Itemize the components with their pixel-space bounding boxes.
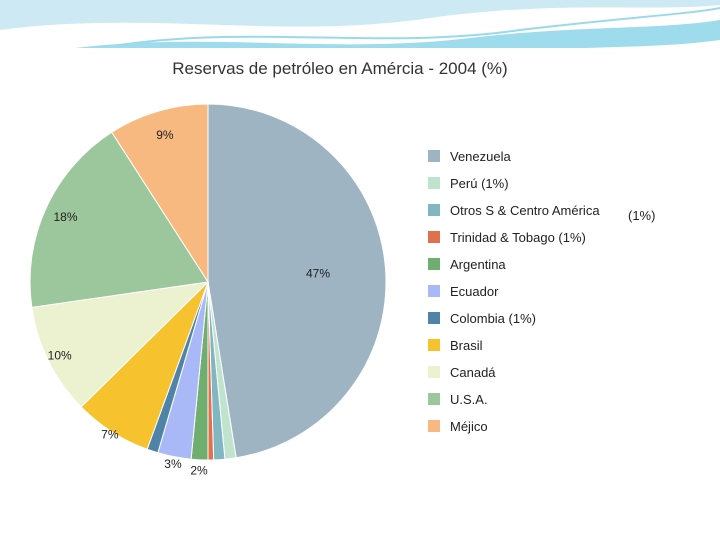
legend-note: (1%) xyxy=(628,208,655,223)
slice-label: 10% xyxy=(48,349,72,363)
slice-label: 9% xyxy=(156,128,174,142)
legend-label: Perú (1%) xyxy=(450,176,509,191)
legend-label: Brasil xyxy=(450,338,483,353)
legend-swatch xyxy=(428,312,440,324)
slice-label: 47% xyxy=(306,266,330,280)
slice-label: 3% xyxy=(164,457,182,471)
pie-slice-m-jico xyxy=(111,103,209,284)
legend-label: Méjico xyxy=(450,419,488,434)
legend-swatch xyxy=(428,420,440,432)
legend-label: Trinidad & Tobago (1%) xyxy=(450,230,586,245)
legend-label: Colombia (1%) xyxy=(450,311,536,326)
legend: Venezuela Perú (1%) Otros S & Centro Améri… xyxy=(428,149,655,434)
legend-label: Otros S & Centro América xyxy=(450,203,600,218)
legend-swatch xyxy=(428,285,440,297)
legend-swatch xyxy=(428,258,440,270)
legend-label: Venezuela xyxy=(450,149,511,164)
legend-swatch xyxy=(428,231,440,243)
pie-slice-u-s-a xyxy=(29,131,209,308)
decorative-wave-line xyxy=(119,7,720,46)
pie-slices xyxy=(29,103,387,461)
legend-label: U.S.A. xyxy=(450,392,488,407)
decorative-wave-light xyxy=(0,0,720,30)
legend-swatch xyxy=(428,150,440,162)
slice-label: 7% xyxy=(101,428,119,442)
legend-label: Ecuador xyxy=(450,284,499,299)
legend-swatch xyxy=(428,393,440,405)
chart-title: Reservas de petróleo en Amércia - 2004 (… xyxy=(172,59,507,78)
legend-swatch xyxy=(428,366,440,378)
slice-labels: 47% 2% 3% 7% 10% 18% 9% xyxy=(48,128,331,477)
legend-label: Canadá xyxy=(450,365,496,380)
legend-swatch xyxy=(428,204,440,216)
legend-swatch xyxy=(428,177,440,189)
pie-slice-venezuela xyxy=(207,103,387,459)
legend-label: Argentina xyxy=(450,257,506,272)
slice-label: 18% xyxy=(53,210,77,224)
legend-swatch xyxy=(428,339,440,351)
slice-label: 2% xyxy=(190,463,208,477)
pie-slice-canad xyxy=(31,281,210,408)
